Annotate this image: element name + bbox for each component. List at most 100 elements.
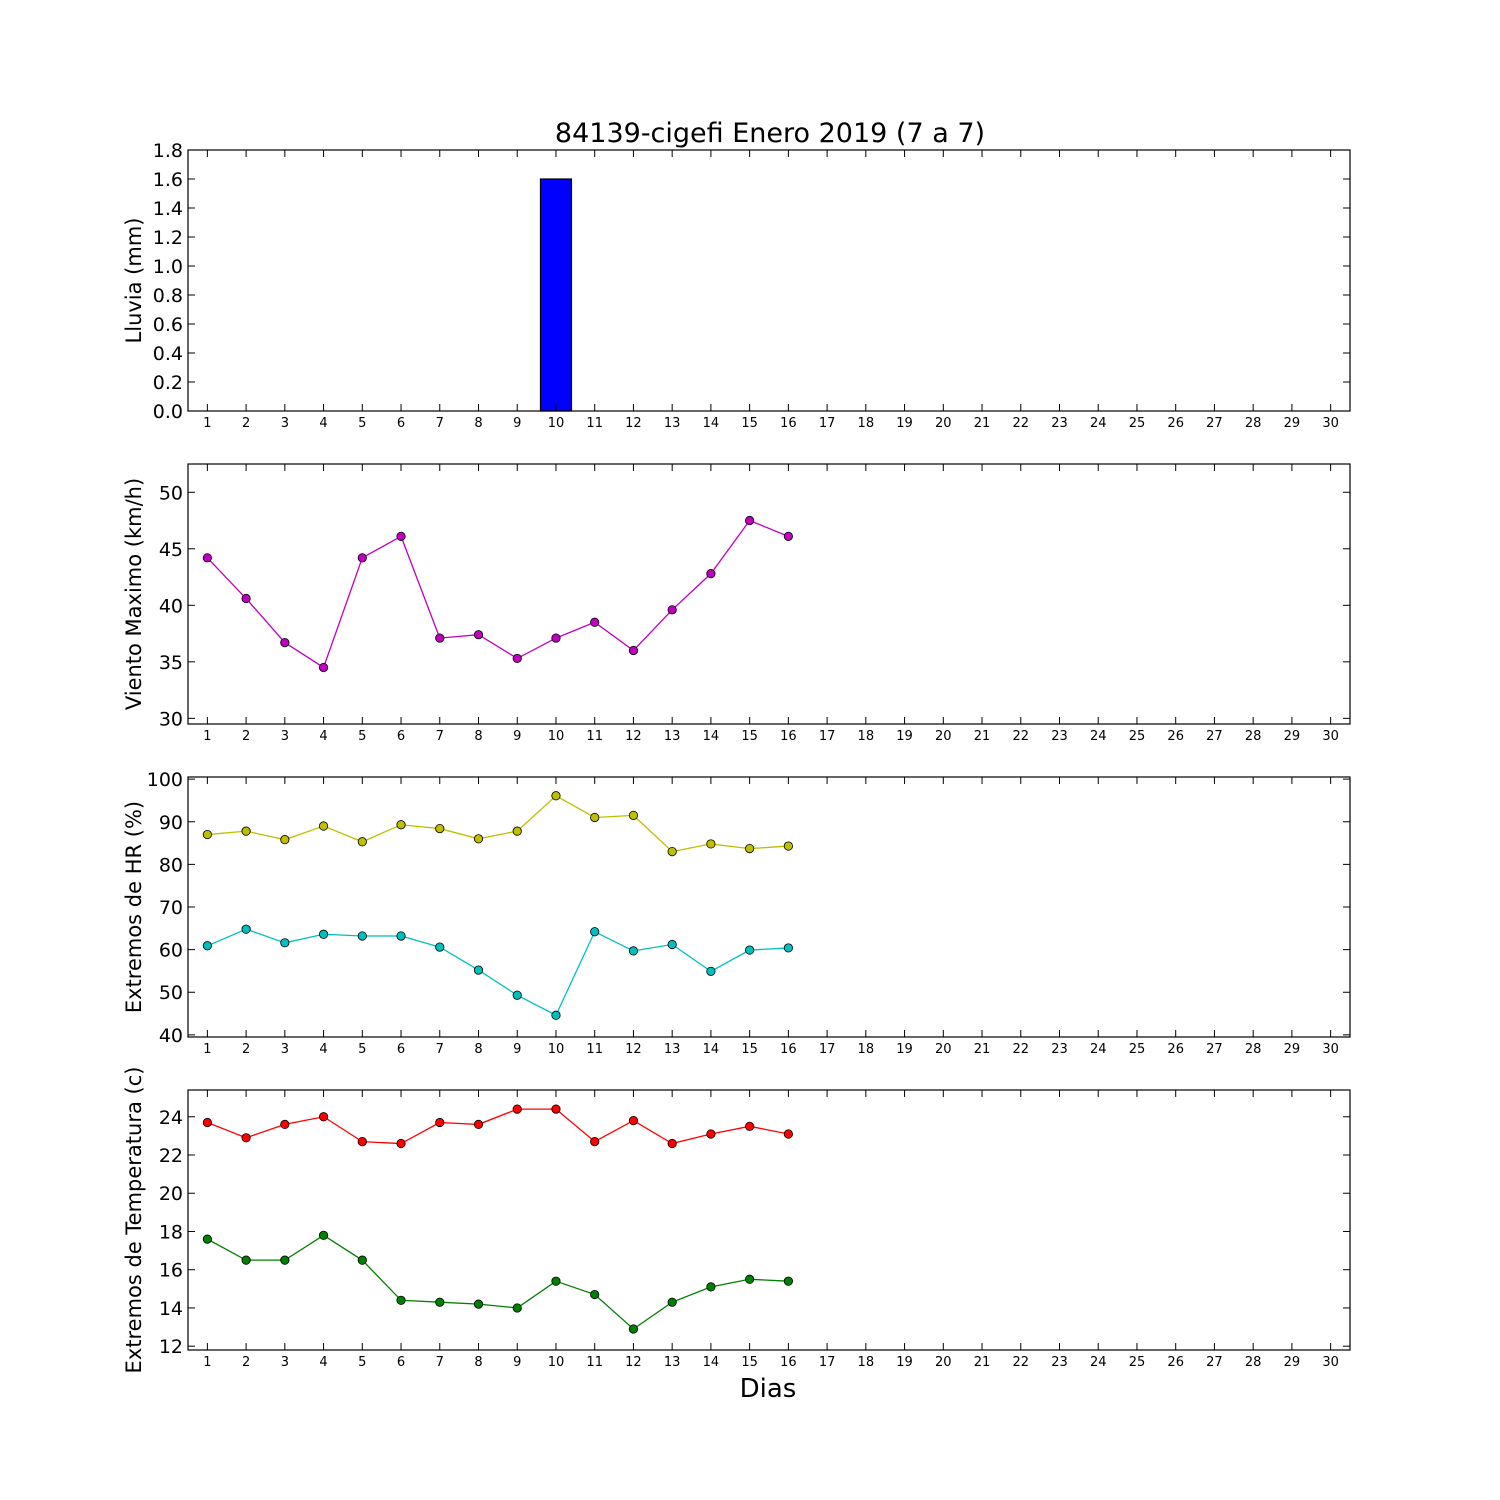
- x-tick-label: 17: [819, 1042, 836, 1057]
- data-point: [667, 1138, 677, 1149]
- data-point: [745, 945, 755, 955]
- x-tick-label: 11: [586, 729, 603, 744]
- x-tick-label: 26: [1167, 1355, 1184, 1370]
- x-tick-label: 10: [548, 729, 565, 744]
- x-tick-label: 3: [281, 1355, 289, 1370]
- x-tick-label: 16: [780, 1042, 797, 1057]
- x-tick-label: 25: [1129, 729, 1146, 744]
- data-point: [590, 1137, 600, 1147]
- x-tick-label: 11: [586, 416, 603, 431]
- x-tick-label: 24: [1090, 729, 1107, 744]
- y-tick-label: 1.4: [153, 198, 183, 220]
- y-tick-label: 0.2: [153, 372, 183, 394]
- data-point: [551, 1010, 561, 1020]
- x-tick-label: 16: [780, 1355, 797, 1370]
- x-tick-label: 19: [896, 416, 913, 431]
- x-tick-label: 1: [203, 1042, 211, 1057]
- x-tick-label: 29: [1284, 1042, 1301, 1057]
- data-point: [202, 941, 212, 951]
- x-tick-label: 12: [625, 1355, 642, 1370]
- x-tick-label: 28: [1245, 729, 1262, 744]
- data-point: [473, 1299, 484, 1309]
- x-tick-label: 9: [513, 1355, 521, 1370]
- data-point: [241, 1255, 251, 1265]
- data-point: [396, 531, 406, 541]
- x-tick-label: 30: [1322, 416, 1339, 431]
- data-point: [706, 839, 716, 849]
- x-tick-label: 1: [203, 729, 211, 744]
- data-point: [435, 942, 445, 952]
- x-tick-label: 5: [358, 729, 366, 744]
- y-tick-label: 70: [159, 897, 183, 919]
- data-point: [396, 820, 406, 830]
- data-point: [357, 553, 367, 563]
- data-point: [357, 1255, 367, 1265]
- x-tick-label: 22: [1012, 1355, 1029, 1370]
- data-point: [667, 1297, 677, 1307]
- x-tick-label: 27: [1206, 416, 1223, 431]
- data-point: [551, 791, 561, 801]
- data-point: [745, 844, 755, 854]
- x-tick-label: 11: [586, 1042, 603, 1057]
- x-tick-label: 20: [935, 729, 952, 744]
- data-point: [590, 927, 600, 937]
- data-point: [473, 834, 484, 844]
- series-line-2: [207, 1234, 789, 1330]
- y-axis-label: Extremos de HR (%): [122, 801, 146, 1013]
- plot-frame: [187, 776, 1351, 1038]
- data-point: [745, 1274, 755, 1284]
- data-point: [706, 1282, 716, 1292]
- x-tick-label: 19: [896, 1042, 913, 1057]
- x-tick-label: 16: [780, 416, 797, 431]
- x-tick-label: 7: [436, 1042, 444, 1057]
- x-tick-label: 21: [974, 1042, 991, 1057]
- data-point: [435, 633, 445, 643]
- y-tick-label: 80: [159, 854, 183, 876]
- plot-frame: [187, 1089, 1351, 1351]
- data-point: [745, 515, 755, 526]
- x-tick-label: 30: [1322, 729, 1339, 744]
- data-point: [396, 1295, 406, 1305]
- y-tick-label: 30: [159, 708, 183, 730]
- data-point: [357, 837, 367, 847]
- series-line-1: [207, 794, 789, 853]
- x-tick-label: 4: [319, 1042, 327, 1057]
- x-tick-label: 18: [858, 416, 875, 431]
- x-tick-label: 14: [703, 1042, 720, 1057]
- series-line-1: [207, 1108, 789, 1145]
- data-point: [667, 605, 677, 615]
- data-point: [783, 1276, 793, 1286]
- data-point: [745, 1121, 755, 1131]
- y-tick-label: 0.6: [153, 314, 183, 336]
- data-point: [551, 1276, 561, 1286]
- data-point: [202, 553, 212, 563]
- y-axis-label: Lluvia (mm): [122, 218, 146, 344]
- x-tick-label: 13: [664, 1355, 681, 1370]
- y-axis-label: Extremos de Temperatura (c): [122, 1067, 146, 1374]
- data-point: [241, 593, 251, 604]
- data-point: [512, 1104, 522, 1114]
- x-tick-label: 8: [474, 1355, 482, 1370]
- x-tick-label: 14: [703, 416, 720, 431]
- data-point: [396, 931, 406, 941]
- data-point: [551, 633, 561, 643]
- x-tick-label: 4: [319, 1355, 327, 1370]
- y-tick-label: 1.0: [153, 256, 183, 278]
- x-tick-label: 8: [474, 729, 482, 744]
- y-tick-label: 40: [159, 1025, 183, 1047]
- x-tick-label: 29: [1284, 729, 1301, 744]
- data-point: [241, 1133, 251, 1143]
- y-axis-label: Viento Maximo (km/h): [122, 478, 146, 710]
- data-point: [280, 1119, 290, 1130]
- plot-frame: [187, 149, 1351, 412]
- x-tick-label: 5: [358, 416, 366, 431]
- x-tick-label: 9: [513, 729, 521, 744]
- x-tick-label: 6: [397, 1042, 405, 1057]
- x-tick-label: 18: [858, 1355, 875, 1370]
- x-tick-label: 2: [242, 416, 250, 431]
- bar-day-10: [539, 178, 573, 412]
- y-tick-label: 35: [159, 652, 183, 674]
- x-tick-label: 4: [319, 729, 327, 744]
- x-tick-label: 15: [741, 1042, 758, 1057]
